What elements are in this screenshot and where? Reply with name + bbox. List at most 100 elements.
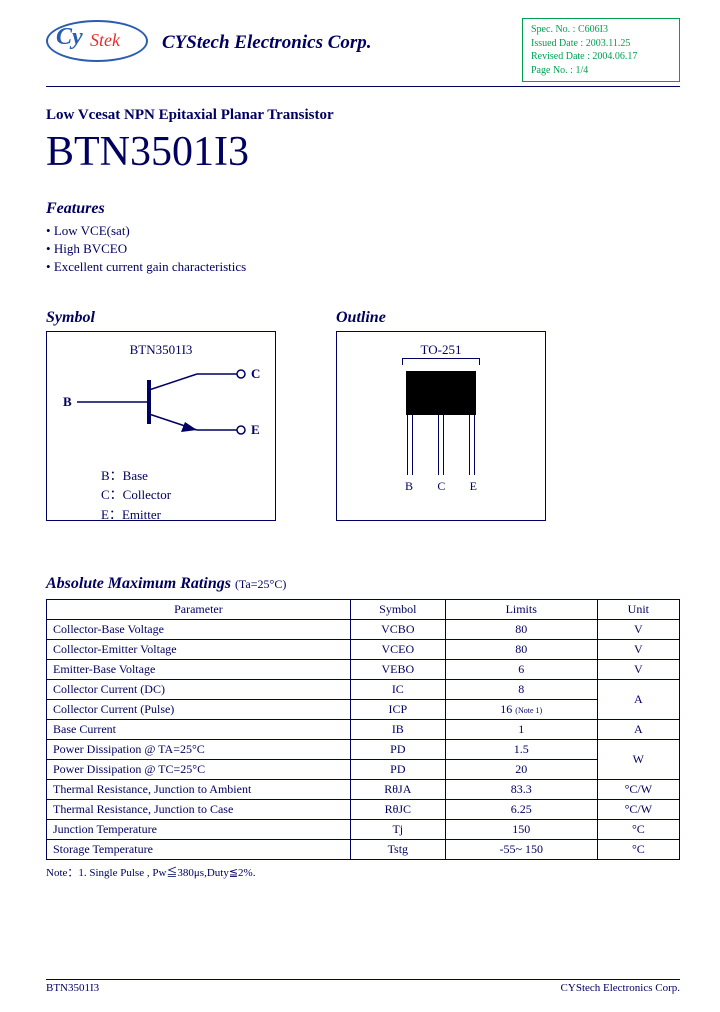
cell-symbol: Tj (350, 819, 445, 839)
package-body-icon (406, 371, 476, 415)
page: Cy Stek CYStech Electronics Corp. Spec. … (0, 0, 720, 1012)
cell-limits: 6.25 (445, 799, 597, 819)
cell-unit: V (597, 639, 679, 659)
cell-limits: 80 (445, 619, 597, 639)
col-unit: Unit (597, 599, 679, 619)
cell-limits: 16 (Note 1) (445, 699, 597, 719)
cell-unit: °C (597, 839, 679, 859)
symbol-legend: B：Base C：Collector E：Emitter (101, 466, 265, 525)
cell-parameter: Thermal Resistance, Junction to Case (47, 799, 351, 819)
cell-parameter: Power Dissipation @ TA=25°C (47, 739, 351, 759)
spec-box: Spec. No. : C606I3 Issued Date : 2003.11… (522, 18, 680, 82)
features-list: • Low VCE(sat) • High BVCEO • Excellent … (46, 222, 680, 277)
cell-symbol: VCBO (350, 619, 445, 639)
symbol-part-label: BTN3501I3 (57, 342, 265, 358)
table-row: Junction TemperatureTj150°C (47, 819, 680, 839)
cell-parameter: Collector-Emitter Voltage (47, 639, 351, 659)
logo: Cy Stek (46, 18, 146, 62)
page-no: Page No. : 1/4 (531, 64, 671, 78)
cell-symbol: RθJC (350, 799, 445, 819)
table-row: Base CurrentIB1A (47, 719, 680, 739)
cell-symbol: VEBO (350, 659, 445, 679)
pin-b: B (405, 479, 413, 494)
svg-text:C: C (251, 366, 260, 381)
cell-unit: °C (597, 819, 679, 839)
symbol-column: Symbol BTN3501I3 B C E (46, 309, 276, 521)
package-lead (438, 415, 444, 475)
svg-text:B: B (63, 394, 72, 409)
cell-limits: 20 (445, 759, 597, 779)
svg-text:E: E (251, 422, 260, 437)
logo-text-sub: Stek (90, 30, 120, 51)
feature-item: • Low VCE(sat) (46, 222, 680, 240)
table-row: Power Dissipation @ TC=25°CPD20 (47, 759, 680, 779)
outline-column: Outline TO-251 B C E (336, 309, 546, 521)
npn-symbol-icon: B C E (57, 364, 265, 454)
cell-unit: °C/W (597, 799, 679, 819)
cell-symbol: PD (350, 759, 445, 779)
ratings-condition: (Ta=25°C) (235, 577, 286, 591)
package-pin-labels: B C E (405, 479, 477, 494)
pin-e: E (470, 479, 477, 494)
table-header-row: Parameter Symbol Limits Unit (47, 599, 680, 619)
legend-c: C：Collector (101, 485, 265, 505)
outline-heading: Outline (336, 309, 546, 327)
cell-symbol: IC (350, 679, 445, 699)
footer: BTN3501I3 CYStech Electronics Corp. (46, 979, 680, 994)
outline-box: TO-251 B C E (336, 331, 546, 521)
cell-symbol: IB (350, 719, 445, 739)
cell-symbol: RθJA (350, 779, 445, 799)
col-limits: Limits (445, 599, 597, 619)
cell-unit: A (597, 679, 679, 719)
cell-limits: 80 (445, 639, 597, 659)
cell-parameter: Thermal Resistance, Junction to Ambient (47, 779, 351, 799)
package-leads-icon (407, 415, 475, 475)
header-rule (46, 86, 680, 87)
package-lead (407, 415, 413, 475)
table-row: Collector-Emitter VoltageVCEO80V (47, 639, 680, 659)
table-row: Collector Current (Pulse)ICP16 (Note 1) (47, 699, 680, 719)
ratings-note: Note：1. Single Pulse , Pw≦380μs,Duty≦2%. (46, 864, 680, 880)
cell-limits: 1.5 (445, 739, 597, 759)
cell-limits: 6 (445, 659, 597, 679)
cell-limits: 1 (445, 719, 597, 739)
package-lead (469, 415, 475, 475)
revised-date: Revised Date : 2004.06.17 (531, 50, 671, 64)
cell-unit: A (597, 719, 679, 739)
ratings-heading: Absolute Maximum Ratings (Ta=25°C) (46, 575, 680, 593)
cell-unit: °C/W (597, 779, 679, 799)
cell-symbol: ICP (350, 699, 445, 719)
header: Cy Stek CYStech Electronics Corp. Spec. … (46, 18, 680, 82)
cell-parameter: Junction Temperature (47, 819, 351, 839)
symbol-outline-row: Symbol BTN3501I3 B C E (46, 309, 680, 521)
cell-symbol: Tstg (350, 839, 445, 859)
company-name: CYStech Electronics Corp. (162, 32, 514, 54)
subtitle: Low Vcesat NPN Epitaxial Planar Transist… (46, 107, 680, 124)
table-row: Collector-Base VoltageVCBO80V (47, 619, 680, 639)
col-parameter: Parameter (47, 599, 351, 619)
cell-limits: -55~ 150 (445, 839, 597, 859)
cell-unit: W (597, 739, 679, 779)
package-label: TO-251 (347, 342, 535, 358)
legend-b: B：Base (101, 466, 265, 486)
table-row: Thermal Resistance, Junction to AmbientR… (47, 779, 680, 799)
cell-parameter: Power Dissipation @ TC=25°C (47, 759, 351, 779)
cell-parameter: Collector Current (Pulse) (47, 699, 351, 719)
package-tab-icon (402, 358, 480, 365)
pin-c: C (437, 479, 445, 494)
footer-right: CYStech Electronics Corp. (561, 982, 680, 994)
footer-left: BTN3501I3 (46, 982, 99, 994)
cell-parameter: Storage Temperature (47, 839, 351, 859)
issued-date: Issued Date : 2003.11.25 (531, 37, 671, 51)
part-number: BTN3501I3 (46, 128, 680, 176)
cell-symbol: VCEO (350, 639, 445, 659)
symbol-heading: Symbol (46, 309, 276, 327)
table-row: Collector Current (DC)IC8A (47, 679, 680, 699)
spec-no: Spec. No. : C606I3 (531, 23, 671, 37)
cell-unit: V (597, 619, 679, 639)
cell-parameter: Collector-Base Voltage (47, 619, 351, 639)
ratings-table: Parameter Symbol Limits Unit Collector-B… (46, 599, 680, 860)
col-symbol: Symbol (350, 599, 445, 619)
cell-unit: V (597, 659, 679, 679)
table-row: Emitter-Base VoltageVEBO6V (47, 659, 680, 679)
